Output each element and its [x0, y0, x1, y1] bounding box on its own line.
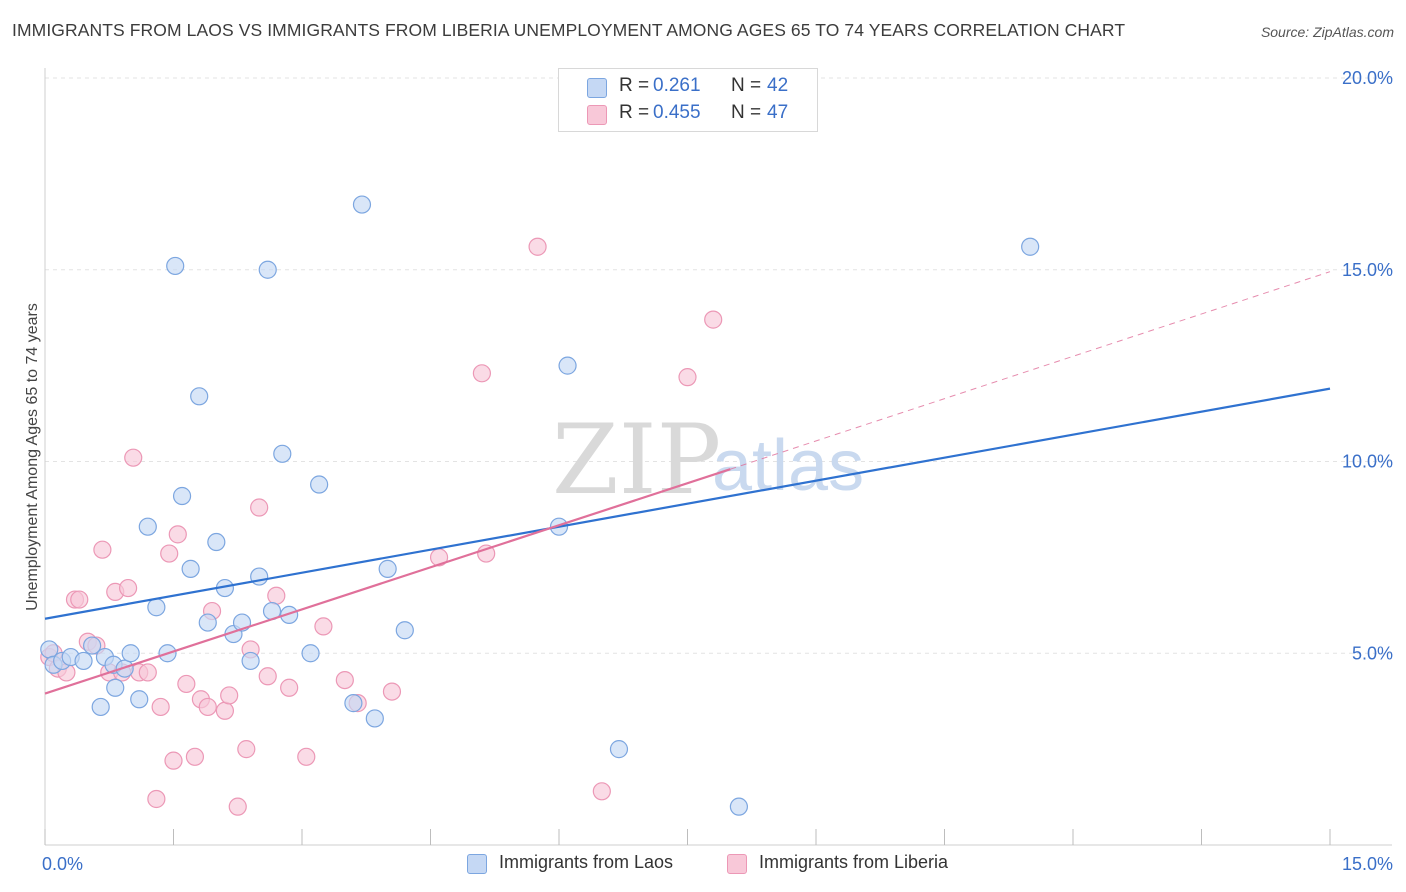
liberia-point-18 — [160, 544, 179, 563]
liberia-point-37 — [335, 670, 354, 690]
laos-point-14 — [147, 598, 166, 617]
watermark-atlas: atlas — [712, 426, 864, 506]
trend-lines — [44, 271, 1331, 695]
liberia-point-45 — [678, 368, 697, 387]
tick-labels: 5.0% 10.0% 15.0% 20.0% 0.0% 15.0% — [42, 68, 1393, 874]
liberia-point-43 — [528, 237, 547, 256]
liberia-n-label: N = — [731, 102, 762, 123]
laos-point-5 — [83, 636, 102, 655]
liberia-n-value: 47 — [767, 102, 789, 123]
laos-r-value: 0.261 — [653, 75, 701, 96]
liberia-point-28 — [228, 797, 247, 816]
laos-point-19 — [190, 387, 209, 406]
liberia-point-44 — [592, 782, 611, 801]
laos-point-11 — [121, 644, 140, 663]
source-label: Source: ZipAtlas.com — [1260, 24, 1394, 40]
laos-point-4 — [74, 651, 93, 671]
liberia-point-41 — [472, 364, 491, 383]
y-tick-label-2: 15.0% — [1342, 260, 1393, 280]
liberia-swatch — [587, 105, 607, 125]
liberia-point-17 — [151, 697, 170, 717]
liberia-point-21 — [177, 674, 196, 694]
liberia-point-29 — [237, 740, 256, 759]
laos-n-label: N = — [731, 75, 762, 96]
gridlines — [45, 77, 1392, 654]
liberia-point-35 — [297, 747, 316, 766]
laos-point-13 — [138, 517, 157, 536]
laos-point-9 — [106, 678, 125, 697]
laos-point-37 — [395, 621, 414, 640]
liberia-point-26 — [215, 701, 234, 720]
laos-point-36 — [378, 559, 397, 578]
laos-point-27 — [258, 260, 277, 279]
liberia-point-13 — [124, 448, 143, 467]
liberia-trend-line — [44, 468, 731, 695]
bottom-laos-swatch — [467, 854, 487, 874]
liberia-r-label: R = — [619, 102, 650, 123]
liberia-point-32 — [258, 667, 277, 686]
laos-point-41 — [729, 797, 749, 816]
laos-point-31 — [301, 644, 320, 663]
x-tick-label-max: 15.0% — [1342, 854, 1393, 874]
liberia-point-19 — [164, 751, 183, 770]
bottom-liberia-swatch — [727, 854, 747, 874]
laos-point-42 — [1021, 237, 1040, 256]
laos-point-30 — [280, 605, 299, 625]
liberia-point-22 — [185, 747, 205, 766]
liberia-point-36 — [314, 617, 333, 636]
watermark-zip: ZIP — [552, 404, 721, 516]
laos-points — [40, 195, 1040, 816]
laos-point-32 — [310, 475, 329, 494]
bottom-laos-label: Immigrants from Laos — [499, 852, 674, 872]
liberia-point-20 — [168, 525, 187, 544]
laos-point-33 — [344, 694, 363, 713]
laos-swatch — [587, 78, 607, 98]
liberia-point-33 — [267, 586, 286, 605]
liberia-point-16 — [147, 789, 166, 809]
laos-point-25 — [241, 651, 260, 671]
liberia-point-42 — [477, 544, 496, 563]
laos-point-21 — [207, 532, 226, 552]
liberia-point-5 — [70, 590, 89, 609]
laos-point-35 — [365, 709, 384, 728]
laos-point-40 — [609, 740, 629, 759]
liberia-point-27 — [220, 686, 239, 705]
laos-point-16 — [166, 256, 185, 276]
chart-title: IMMIGRANTS FROM LAOS VS IMMIGRANTS FROM … — [12, 20, 1126, 40]
laos-trend-line — [44, 387, 1331, 620]
laos-point-29 — [273, 444, 292, 463]
laos-point-17 — [172, 486, 192, 506]
laos-point-20 — [198, 613, 217, 632]
watermark: ZIP atlas — [552, 404, 864, 516]
liberia-r-value: 0.455 — [653, 102, 701, 123]
y-tick-label-0: 5.0% — [1352, 643, 1393, 663]
x-tick-label-min: 0.0% — [42, 854, 83, 874]
axes — [44, 68, 1392, 846]
liberia-point-15 — [138, 663, 157, 682]
laos-point-12 — [130, 690, 149, 709]
laos-point-34 — [352, 195, 372, 214]
liberia-point-46 — [704, 310, 723, 329]
laos-point-6 — [91, 697, 110, 717]
liberia-point-34 — [280, 678, 299, 697]
liberia-point-12 — [118, 578, 138, 598]
liberia-point-31 — [250, 498, 269, 517]
y-tick-label-3: 20.0% — [1342, 68, 1393, 88]
y-tick-label-1: 10.0% — [1342, 452, 1393, 472]
laos-point-39 — [558, 356, 577, 375]
laos-point-18 — [181, 559, 200, 578]
liberia-point-8 — [93, 540, 112, 559]
liberia-point-24 — [198, 697, 217, 717]
liberia-point-39 — [382, 682, 402, 701]
laos-r-label: R = — [619, 75, 650, 96]
laos-n-value: 42 — [767, 75, 789, 96]
bottom-liberia-label: Immigrants from Liberia — [759, 852, 949, 872]
correlation-legend: R = 0.261 N = 42 R = 0.455 N = 47 — [558, 68, 818, 132]
